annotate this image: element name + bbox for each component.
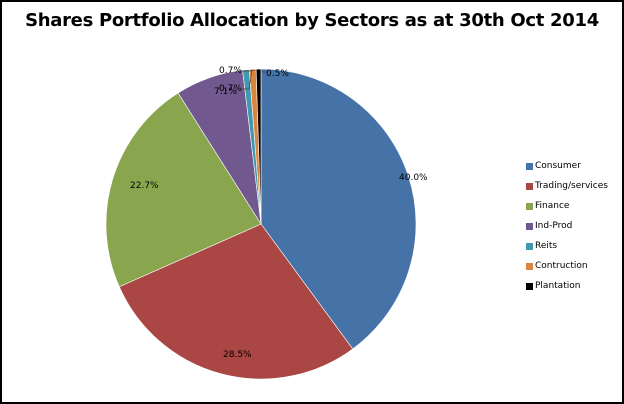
data-label-outside: 0.5% (266, 69, 289, 79)
legend-item-trading: Trading/services (526, 176, 608, 196)
leader-line (261, 70, 266, 73)
data-label-outside: 0.7% (219, 66, 242, 76)
pie-slice-plantation (255, 68, 262, 225)
leader-line (242, 69, 256, 72)
legend-swatch (526, 222, 533, 230)
legend-item-contruction: Contruction (526, 256, 608, 276)
legend-item-consumer: Consumer (526, 156, 608, 176)
pie-slice-consumer (260, 68, 417, 350)
legend-label: Consumer (535, 161, 581, 171)
pie-slice-trading-services (118, 223, 354, 380)
legend-swatch (526, 162, 533, 170)
leader-line (242, 69, 253, 90)
legend-item-finance: Finance (526, 196, 608, 216)
data-label: 22.7% (130, 181, 159, 191)
legend-label: Ind-Prod (535, 221, 573, 231)
legend-item-plantation: Plantation (526, 276, 608, 296)
legend: Consumer Trading/services Finance Ind-Pr… (526, 156, 608, 296)
data-label: 40.0% (399, 173, 428, 183)
legend-swatch (526, 202, 533, 210)
data-label: 28.5% (223, 350, 252, 360)
legend-swatch (526, 242, 533, 250)
legend-swatch (526, 282, 533, 290)
data-label-outside: 0.7% (219, 84, 242, 94)
legend-label: Finance (535, 201, 570, 211)
legend-item-ind-prod: Ind-Prod (526, 216, 608, 236)
pie-slice-finance (105, 92, 262, 288)
legend-label: Contruction (535, 261, 588, 271)
data-label: 7.1% (214, 87, 237, 97)
legend-label: Plantation (535, 281, 581, 291)
legend-item-reits: Reits (526, 236, 608, 256)
chart-title: Shares Portfolio Allocation by Sectors a… (25, 10, 599, 31)
legend-label: Reits (535, 241, 558, 251)
legend-swatch (526, 182, 533, 190)
legend-label: Trading/services (535, 181, 608, 191)
legend-swatch (526, 262, 533, 270)
